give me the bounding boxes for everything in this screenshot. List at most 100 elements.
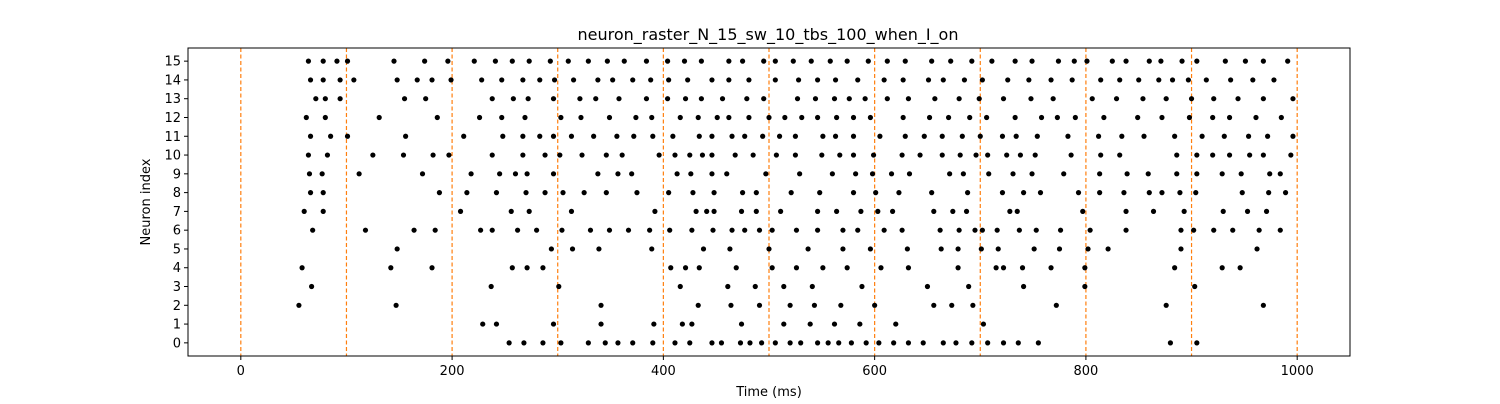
spike-point <box>476 114 483 121</box>
spike-point <box>1174 152 1180 158</box>
spike-point <box>556 283 562 290</box>
spike-point <box>1015 340 1021 346</box>
spike-point <box>794 96 801 102</box>
spike-point <box>945 114 952 121</box>
spike-point <box>320 77 326 83</box>
spike-point <box>313 96 319 102</box>
spike-point <box>925 77 932 83</box>
spike-point <box>1087 227 1093 233</box>
x-tick-label: 0 <box>237 364 245 379</box>
spike-point <box>436 190 443 196</box>
spike-point <box>1250 77 1256 83</box>
spike-point <box>778 208 784 214</box>
spike-point <box>966 283 972 290</box>
y-tick-label: 11 <box>164 130 181 145</box>
spike-point <box>766 246 772 252</box>
spike-point <box>581 190 587 196</box>
spike-point <box>1192 283 1198 290</box>
spike-point <box>430 152 436 158</box>
spike-point <box>650 133 656 139</box>
spike-point <box>1082 265 1088 271</box>
spike-point <box>790 58 796 64</box>
spike-point <box>393 302 399 308</box>
spike-point <box>542 152 548 158</box>
spike-point <box>855 227 861 233</box>
spike-point <box>814 208 821 214</box>
spike-point <box>1055 58 1062 64</box>
spike-point <box>931 208 937 214</box>
spike-point <box>1288 152 1294 158</box>
spike-point <box>773 152 779 158</box>
spike-point <box>709 133 715 139</box>
spike-point <box>634 190 640 196</box>
spike-point <box>940 77 946 83</box>
y-tick-label: 13 <box>164 92 181 107</box>
spike-point <box>1097 171 1103 177</box>
spike-point <box>846 96 852 102</box>
spike-point <box>763 171 769 177</box>
spike-point <box>900 77 906 83</box>
spike-point <box>1159 190 1165 196</box>
spike-point <box>1080 208 1086 214</box>
spike-point <box>633 114 639 121</box>
spike-point <box>844 58 850 64</box>
spike-point <box>970 302 976 308</box>
spike-point <box>585 58 591 64</box>
spike-point <box>603 190 609 196</box>
spike-point <box>489 152 495 158</box>
spike-point <box>862 96 868 102</box>
spike-point <box>881 77 887 83</box>
spike-point <box>1186 114 1193 121</box>
spike-point <box>949 302 955 308</box>
spike-point <box>853 171 859 177</box>
spike-point <box>610 77 616 83</box>
spike-point <box>1277 171 1283 177</box>
spike-point <box>781 283 787 290</box>
spike-point <box>324 152 331 158</box>
spike-point <box>710 227 716 233</box>
spike-point <box>994 227 1000 233</box>
spike-point <box>1056 246 1063 252</box>
spike-point <box>948 58 954 64</box>
spike-point <box>820 265 826 271</box>
spike-point <box>792 133 799 139</box>
spike-point <box>814 340 821 346</box>
spike-point <box>969 340 975 346</box>
spike-point <box>807 321 813 327</box>
spike-point <box>696 265 702 271</box>
spike-point <box>788 190 794 196</box>
spike-point <box>955 246 961 252</box>
spike-point <box>1123 208 1129 214</box>
spike-point <box>884 58 890 64</box>
spike-point <box>1031 246 1037 252</box>
spike-point <box>651 321 657 327</box>
spike-point <box>976 96 982 102</box>
spike-point <box>881 227 887 233</box>
spike-point <box>756 302 763 308</box>
spike-point <box>932 96 938 102</box>
spike-point <box>668 265 674 271</box>
spike-point <box>595 171 601 177</box>
spike-point <box>570 77 577 83</box>
spike-point <box>752 283 758 290</box>
spike-point <box>959 133 965 139</box>
spike-point <box>351 77 357 83</box>
y-tick-label: 3 <box>173 280 181 295</box>
spike-point <box>1238 171 1244 177</box>
spike-point <box>1016 227 1022 233</box>
y-tick-label: 5 <box>173 242 181 257</box>
spike-point <box>1266 190 1272 196</box>
spike-point <box>1221 133 1227 139</box>
spike-point <box>1089 96 1095 102</box>
chart-title: neuron_raster_N_15_sw_10_tbs_100_when_I_… <box>578 25 959 45</box>
spike-point <box>630 340 636 346</box>
spike-point <box>876 340 882 346</box>
spike-point <box>1054 114 1060 121</box>
spike-point <box>672 152 678 158</box>
spike-point <box>900 114 906 121</box>
spike-point <box>834 208 840 214</box>
spike-point <box>319 171 325 177</box>
spike-point <box>299 265 305 271</box>
spike-point <box>322 96 328 102</box>
